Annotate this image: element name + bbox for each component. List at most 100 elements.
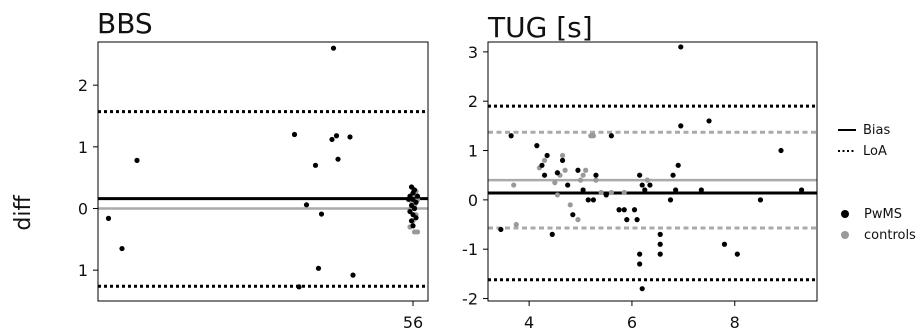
pwms-point (411, 187, 418, 193)
pwms-point (408, 218, 415, 224)
y-tick-label: -2 (462, 290, 478, 309)
pwms-point (413, 199, 419, 205)
pwms-point (634, 217, 640, 223)
pwms-point (105, 215, 112, 221)
pwms-point (554, 170, 560, 176)
pwms-point (603, 192, 609, 198)
legend-pwms-label: PwMS (864, 207, 902, 222)
pwms-point (296, 284, 302, 290)
y-axis-label: diff (11, 195, 36, 231)
controls-point (621, 189, 627, 196)
y-tick-label: 0 (468, 191, 478, 210)
pwms-point (291, 131, 298, 138)
pwms-point (570, 212, 576, 218)
pwms-point (657, 241, 663, 247)
legend-pwms-marker (841, 210, 849, 218)
tug-panel: TUG [s] 3 2 1 0 -1 -2 4 6 8 (462, 11, 818, 330)
pwms-point (642, 187, 648, 193)
pwms-point (757, 197, 764, 203)
y-tick-label: -1 (462, 240, 478, 259)
pwms-point (498, 226, 504, 233)
pwms-point (608, 133, 614, 139)
controls-point (593, 177, 599, 183)
x-tick-label: 6 (627, 313, 637, 330)
controls-point (590, 133, 596, 139)
controls-point (577, 177, 584, 183)
y-tick-label: 1 (78, 261, 88, 280)
controls-point (411, 229, 418, 235)
legend-bias-label: Bias (863, 123, 890, 138)
controls-point (644, 177, 650, 183)
pwms-point (329, 136, 335, 143)
pwms-point (544, 152, 550, 159)
pwms-point (798, 187, 805, 193)
pwms-point (585, 197, 591, 203)
controls-point (575, 217, 581, 223)
pwms-point (549, 231, 555, 237)
pwms-point (637, 251, 643, 257)
controls-point (580, 172, 586, 178)
tug-marks (488, 44, 817, 292)
pwms-point (119, 245, 125, 252)
legend-controls-marker (841, 231, 849, 239)
pwms-point (675, 162, 681, 168)
pwms-point (580, 187, 586, 193)
pwms-point (559, 157, 566, 163)
pwms-point (706, 118, 712, 124)
pwms-point (590, 197, 596, 203)
bbs-axes: 2 1 0 1 56 (78, 76, 423, 330)
x-tick-label: 56 (403, 313, 423, 330)
pwms-point (411, 205, 418, 212)
pwms-point (312, 162, 319, 168)
tug-plot-frame (487, 41, 818, 302)
pwms-point (593, 172, 599, 178)
legend: Bias LoA PwMS controls (838, 123, 916, 243)
y-tick-label: 1 (78, 138, 88, 157)
pwms-point (534, 143, 540, 149)
legend-loa-label: LoA (863, 144, 887, 159)
pwms-point (673, 187, 679, 193)
pwms-point (616, 207, 622, 213)
x-tick-label: 8 (730, 313, 740, 330)
pwms-point (539, 162, 545, 168)
pwms-point (678, 44, 684, 50)
x-tick-label: 4 (524, 313, 534, 330)
controls-point (567, 202, 573, 208)
pwms-point (303, 202, 310, 208)
pwms-point (657, 231, 663, 237)
y-tick-label: 3 (468, 43, 478, 62)
pwms-point (335, 156, 341, 162)
pwms-point (721, 241, 728, 247)
pwms-point (565, 182, 571, 188)
pwms-point (667, 197, 674, 203)
tug-title: TUG [s] (487, 11, 593, 44)
pwms-point (639, 286, 645, 292)
pwms-point (624, 217, 630, 223)
y-tick-label: 2 (78, 76, 88, 95)
tug-axes: 3 2 1 0 -1 -2 4 6 8 (462, 43, 740, 330)
controls-point (554, 192, 560, 198)
pwms-point (405, 196, 412, 202)
controls-point (608, 189, 614, 196)
controls-point (513, 221, 519, 228)
pwms-point (413, 215, 419, 221)
pwms-point (575, 167, 581, 173)
bbs-marks (98, 45, 428, 290)
controls-point (583, 167, 589, 173)
pwms-point (410, 223, 416, 229)
pwms-point (347, 134, 353, 140)
pwms-point (698, 187, 704, 193)
pwms-point (778, 147, 784, 154)
pwms-point (508, 133, 514, 139)
controls-point (559, 152, 566, 159)
pwms-point (734, 251, 740, 257)
pwms-point (134, 157, 140, 163)
pwms-point (670, 172, 676, 178)
pwms-point (637, 261, 643, 267)
y-tick-label: 1 (468, 142, 478, 161)
controls-point (511, 182, 517, 188)
pwms-point (637, 172, 643, 178)
pwms-point (631, 207, 638, 213)
pwms-point (647, 182, 653, 188)
